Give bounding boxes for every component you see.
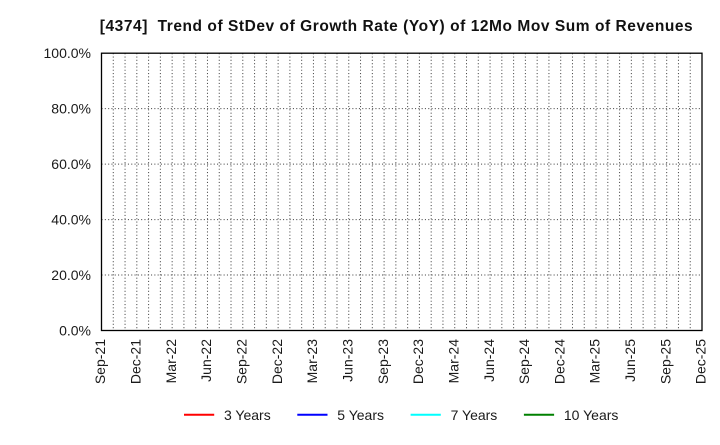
svg-text:Jun-25: Jun-25: [622, 339, 638, 382]
svg-text:40.0%: 40.0%: [51, 212, 91, 228]
svg-text:Sep-24: Sep-24: [516, 339, 532, 384]
svg-text:3 Years: 3 Years: [224, 407, 271, 423]
svg-text:Dec-25: Dec-25: [693, 339, 709, 384]
svg-text:20.0%: 20.0%: [51, 267, 91, 283]
svg-text:Mar-22: Mar-22: [163, 339, 179, 384]
svg-text:Sep-25: Sep-25: [657, 339, 673, 384]
svg-text:5 Years: 5 Years: [337, 407, 384, 423]
svg-text:Sep-21: Sep-21: [92, 339, 108, 384]
svg-text:Dec-23: Dec-23: [410, 339, 426, 384]
svg-text:Sep-23: Sep-23: [375, 339, 391, 384]
svg-text:Jun-23: Jun-23: [339, 339, 355, 382]
svg-text:Mar-24: Mar-24: [445, 339, 461, 384]
svg-text:7 Years: 7 Years: [451, 407, 498, 423]
svg-text:100.0%: 100.0%: [44, 45, 91, 61]
svg-text:Mar-25: Mar-25: [587, 339, 603, 384]
svg-text:Dec-21: Dec-21: [128, 339, 144, 384]
svg-text:Mar-23: Mar-23: [304, 339, 320, 384]
svg-text:Sep-22: Sep-22: [233, 339, 249, 384]
svg-text:10 Years: 10 Years: [564, 407, 619, 423]
svg-text:80.0%: 80.0%: [51, 101, 91, 117]
svg-text:Dec-24: Dec-24: [551, 339, 567, 384]
svg-text:0.0%: 0.0%: [59, 323, 91, 339]
svg-text:60.0%: 60.0%: [51, 156, 91, 172]
svg-text:[4374] Trend of StDev of Grow: [4374] Trend of StDev of Growth Rate (Yo…: [100, 18, 693, 35]
svg-text:Dec-22: Dec-22: [269, 339, 285, 384]
svg-text:Jun-22: Jun-22: [198, 339, 214, 382]
svg-text:Jun-24: Jun-24: [481, 339, 497, 382]
